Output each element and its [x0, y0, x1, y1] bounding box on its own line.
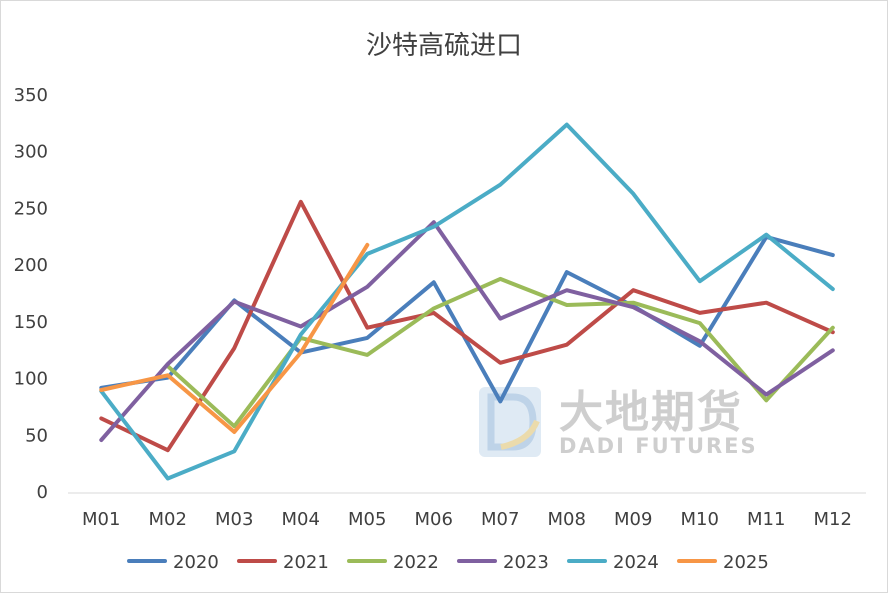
y-tick-label: 200	[14, 255, 48, 276]
x-tick-label: M02	[149, 509, 187, 530]
axis-layer: 0 50 100 150 200 250 300 350 M01 M02 M03 M04 M05 M06 M…	[14, 85, 866, 530]
y-tick-label: 250	[14, 198, 48, 219]
y-tick-label: 300	[14, 142, 48, 163]
legend: 2020 2021 2022 2023 2024 2025	[127, 552, 769, 573]
y-tick-label: 150	[14, 312, 48, 333]
series-line-2025	[99, 242, 370, 434]
chart-title: 沙特高硫进口	[366, 31, 522, 61]
x-tick-label: M08	[548, 509, 586, 530]
x-tick-label: M10	[681, 509, 719, 530]
series-line-2020	[99, 234, 835, 404]
x-tick-label: M03	[215, 509, 253, 530]
dadi-logo-icon	[479, 387, 541, 457]
y-tick-label: 50	[25, 425, 48, 446]
x-tick-label: M12	[814, 509, 852, 530]
watermark-cn: 大地期货	[559, 387, 743, 438]
x-tick-label: M11	[747, 509, 785, 530]
legend-label-2021: 2021	[283, 552, 329, 573]
legend-label-2024: 2024	[613, 552, 659, 573]
series-line-2021	[99, 199, 835, 453]
legend-label-2023: 2023	[503, 552, 549, 573]
x-tick-label: M04	[282, 509, 320, 530]
x-tick-label: M07	[481, 509, 519, 530]
dadi-futures-watermark: 大地期货 DADI FUTURES	[479, 387, 758, 458]
legend-label-2025: 2025	[723, 552, 769, 573]
watermark-en: DADI FUTURES	[559, 434, 758, 458]
y-tick-label: 100	[14, 369, 48, 390]
legend-label-2022: 2022	[393, 552, 439, 573]
x-tick-label: M01	[82, 509, 120, 530]
y-tick-label: 350	[14, 85, 48, 106]
series-line-2022	[165, 276, 835, 429]
x-tick-label: M05	[348, 509, 386, 530]
y-tick-label: 0	[37, 482, 48, 503]
series-line-2024	[99, 122, 835, 481]
legend-label-2020: 2020	[173, 552, 219, 573]
x-tick-label: M06	[415, 509, 453, 530]
series-line-2023	[99, 220, 835, 442]
x-tick-label: M09	[614, 509, 652, 530]
series-layer	[99, 122, 835, 481]
